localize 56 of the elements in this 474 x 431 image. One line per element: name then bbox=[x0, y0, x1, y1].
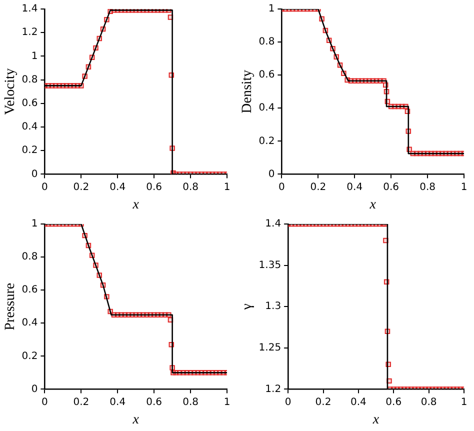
x-tick-label: 0.8 bbox=[182, 182, 198, 193]
y-tick-label: 0.2 bbox=[258, 136, 275, 147]
y-tick-label: 0.4 bbox=[22, 318, 38, 329]
x-tick-label: 0.6 bbox=[146, 182, 162, 193]
x-tick-label: 0.2 bbox=[310, 182, 326, 193]
x-tick-label: 0.4 bbox=[350, 396, 366, 408]
y-tick-label: 1.2 bbox=[265, 384, 282, 395]
x-tick-label: 0.2 bbox=[73, 396, 90, 408]
x-tick-label: 0.4 bbox=[110, 182, 126, 193]
x-tick-label: 0.6 bbox=[386, 396, 402, 408]
x-axis-title: x bbox=[132, 412, 140, 428]
y-axis-title: Velocity bbox=[3, 68, 18, 115]
y-tick-label: 0.8 bbox=[22, 74, 38, 86]
y-tick-label: 0.6 bbox=[258, 70, 275, 81]
y-tick-label: 1.4 bbox=[22, 4, 38, 15]
y-axis-title: γ bbox=[240, 304, 256, 311]
y-tick-label: 0.2 bbox=[22, 350, 38, 362]
x-tick-label: 0 bbox=[42, 396, 48, 408]
x-tick-label: 0.8 bbox=[182, 396, 198, 408]
y-tick-label: 0.4 bbox=[258, 102, 275, 114]
x-tick-label: 1 bbox=[460, 182, 468, 193]
y-axis-title: Pressure bbox=[3, 282, 18, 330]
x-tick-label: 0.6 bbox=[383, 182, 400, 193]
y-tick-label: 1.35 bbox=[258, 260, 282, 271]
x-tick-label: 0.2 bbox=[315, 396, 332, 408]
y-tick-label: 0.2 bbox=[22, 145, 38, 156]
x-tick-label: 0.4 bbox=[110, 396, 126, 408]
y-tick-label: 0.6 bbox=[22, 284, 38, 296]
y-tick-label: 1.3 bbox=[265, 301, 282, 312]
y-tick-label: 0.6 bbox=[22, 98, 38, 109]
x-tick-label: 1 bbox=[224, 396, 230, 408]
y-axis-title: Density bbox=[240, 70, 256, 114]
x-axis-title: x bbox=[132, 197, 140, 212]
x-tick-label: 0.8 bbox=[420, 396, 437, 408]
x-tick-label: 0.8 bbox=[420, 182, 436, 193]
y-tick-label: 0.8 bbox=[22, 252, 38, 263]
x-tick-label: 1 bbox=[460, 396, 468, 408]
y-tick-label: 0 bbox=[31, 384, 38, 395]
y-tick-label: 0 bbox=[31, 168, 38, 180]
x-tick-label: 0.2 bbox=[73, 182, 90, 193]
y-tick-label: 1.2 bbox=[22, 27, 38, 38]
y-tick-label: 1 bbox=[31, 50, 38, 62]
x-tick-label: 0 bbox=[284, 396, 292, 408]
y-tick-label: 0.8 bbox=[258, 36, 275, 48]
y-tick-label: 0.4 bbox=[22, 122, 38, 133]
y-tick-label: 0 bbox=[268, 168, 275, 180]
x-tick-label: 0.6 bbox=[146, 396, 162, 408]
x-tick-label: 0.4 bbox=[346, 182, 363, 193]
x-axis-title: x bbox=[372, 412, 380, 428]
y-tick-label: 1 bbox=[31, 218, 38, 230]
x-tick-label: 0 bbox=[42, 182, 48, 193]
x-axis-title: x bbox=[368, 197, 377, 212]
x-tick-label: 1 bbox=[224, 182, 230, 193]
y-tick-label: 1 bbox=[268, 4, 275, 15]
y-tick-label: 1.4 bbox=[265, 218, 282, 230]
y-tick-label: 1.25 bbox=[258, 342, 282, 354]
